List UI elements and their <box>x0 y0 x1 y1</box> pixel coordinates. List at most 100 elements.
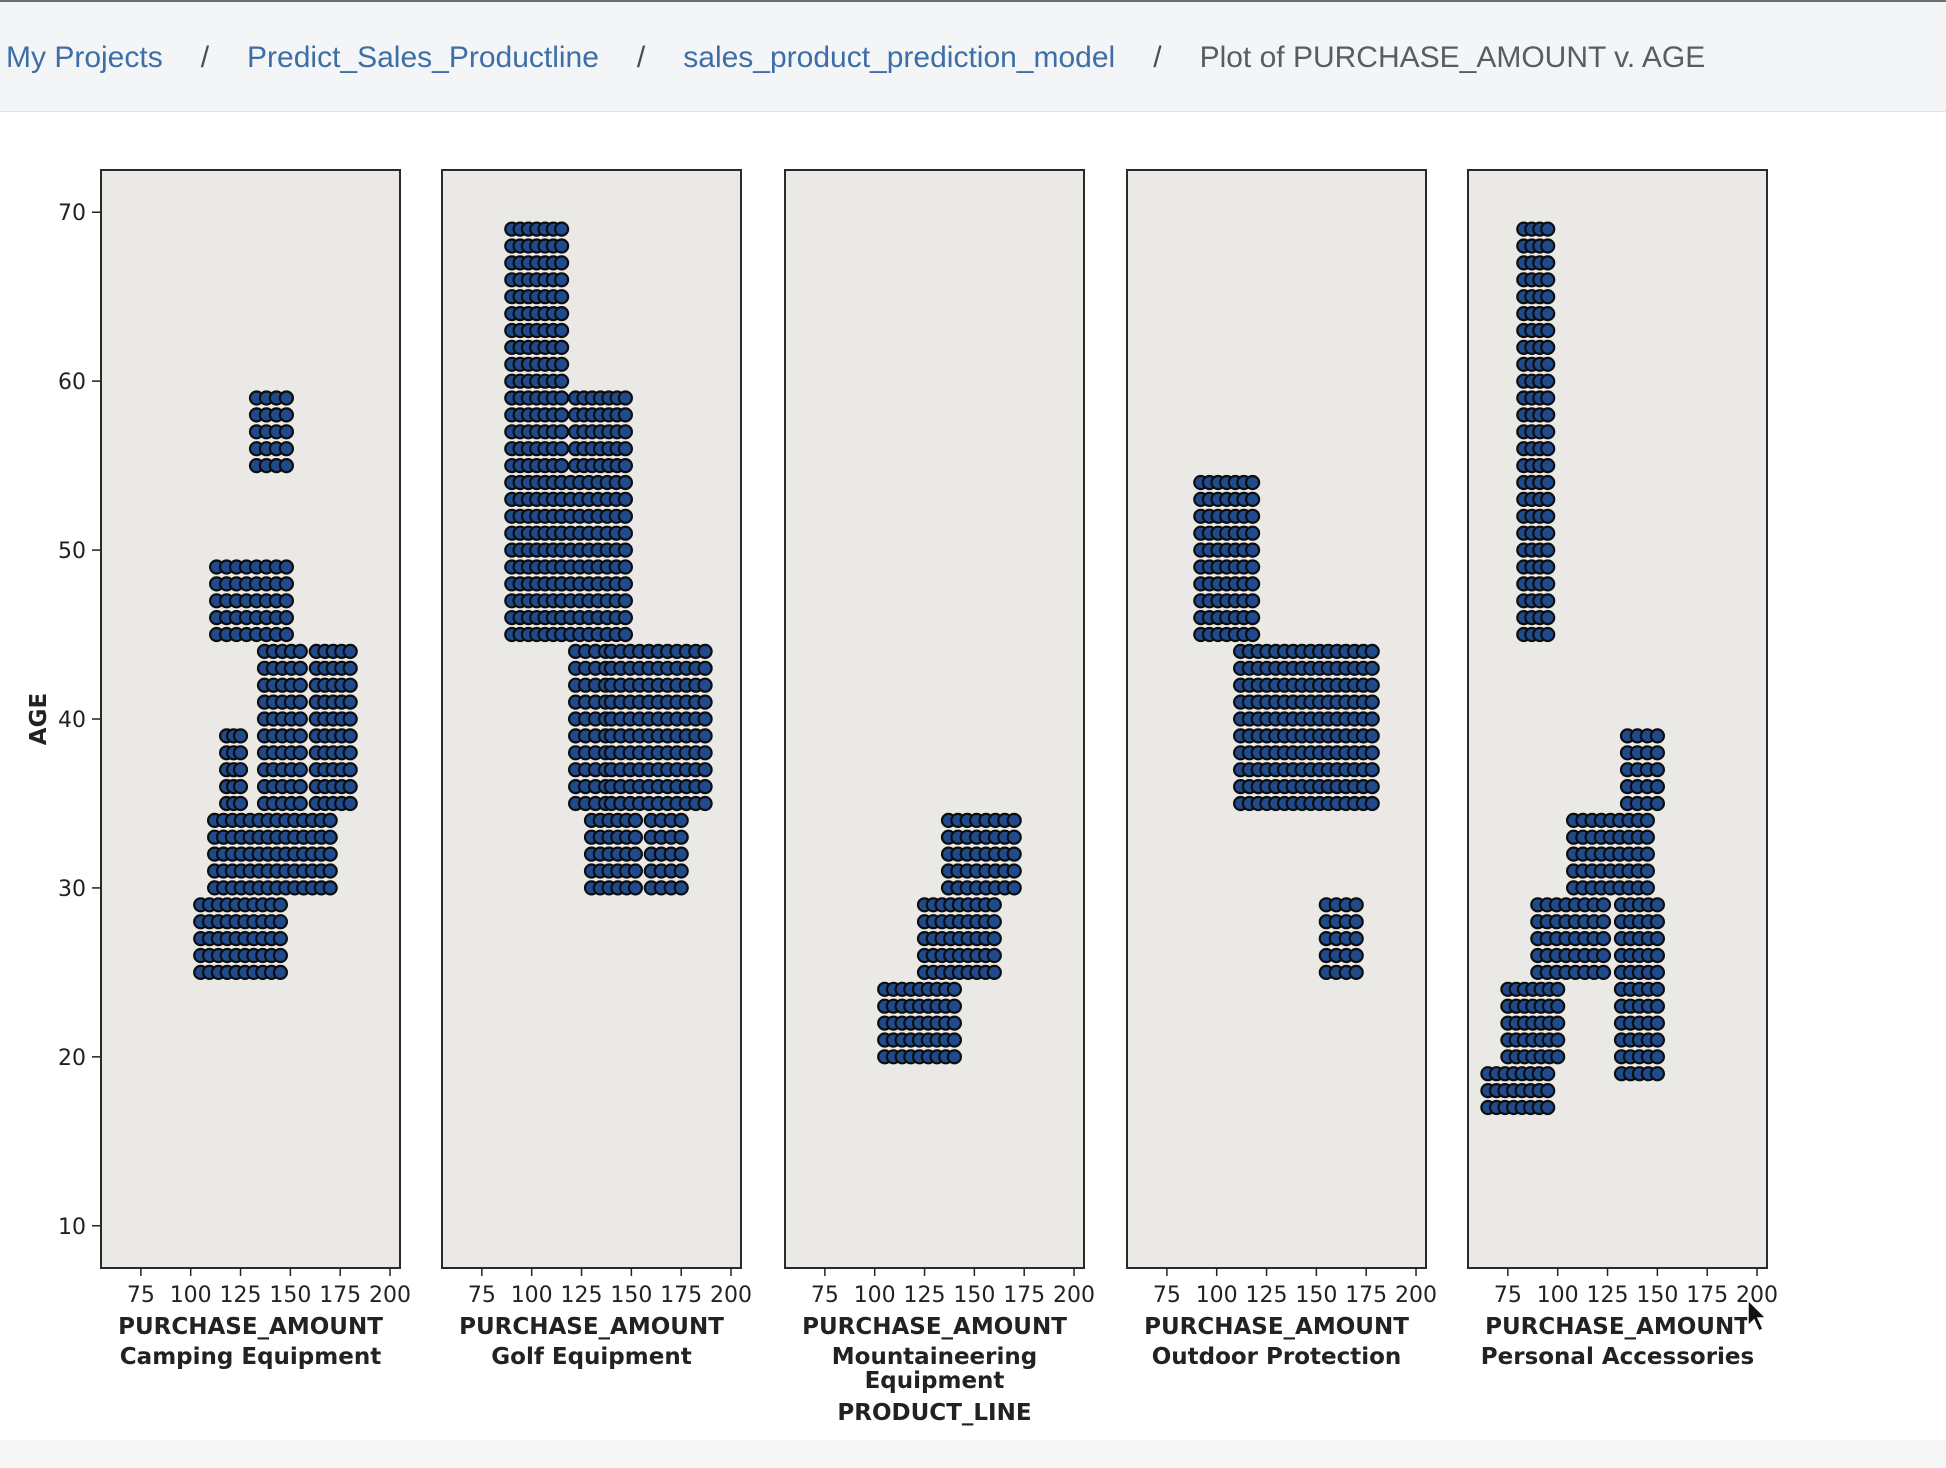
x-tick-label: 175 <box>1345 1283 1387 1308</box>
data-point <box>673 812 689 829</box>
data-point <box>946 998 963 1014</box>
data-point <box>278 458 294 474</box>
data-point <box>617 525 634 541</box>
data-point <box>1639 812 1656 829</box>
data-point <box>1649 1032 1666 1048</box>
data-point <box>617 593 634 609</box>
data-point <box>1639 829 1656 845</box>
data-point <box>1540 339 1556 355</box>
x-axis-label: PURCHASE_AMOUNT <box>802 1314 1067 1340</box>
x-tick-label: 150 <box>1295 1283 1337 1308</box>
data-point <box>1540 255 1556 271</box>
data-point <box>1364 711 1380 727</box>
data-point <box>1348 930 1364 947</box>
data-point <box>272 914 288 930</box>
breadcrumb-current-page: Plot of PURCHASE_AMOUNT v. AGE <box>1199 41 1706 74</box>
x-tick-label: 200 <box>1736 1283 1778 1308</box>
facet-category-label: Outdoor Protection <box>1152 1344 1402 1370</box>
data-point <box>617 491 634 507</box>
data-point <box>553 356 570 372</box>
data-point <box>232 745 249 761</box>
data-point <box>322 812 338 829</box>
data-point <box>278 441 294 457</box>
data-point <box>1540 373 1556 389</box>
data-point <box>342 728 358 744</box>
data-point <box>1649 1049 1666 1065</box>
data-point <box>1364 677 1380 693</box>
x-tick-label: 75 <box>811 1283 839 1308</box>
data-point <box>1540 289 1556 305</box>
data-point <box>697 711 713 727</box>
data-point <box>946 1015 963 1031</box>
breadcrumb-project[interactable]: Predict_Sales_Productline <box>247 41 599 74</box>
data-point <box>553 441 570 457</box>
bottom-strip <box>0 1440 1946 1468</box>
breadcrumb-separator: / <box>1153 41 1162 74</box>
data-point <box>946 1049 963 1065</box>
data-point <box>1649 998 1666 1014</box>
data-point <box>278 610 294 626</box>
x-tick-label: 75 <box>127 1283 155 1308</box>
data-point <box>1649 762 1666 778</box>
data-point <box>1540 626 1556 643</box>
facet-category-label: Equipment <box>865 1368 1005 1394</box>
data-point <box>342 795 358 812</box>
breadcrumb-my-projects[interactable]: My Projects <box>6 41 163 74</box>
data-point <box>1540 525 1556 541</box>
plot-area: 10 20 30 40 50 60 70 AGE 75 100 125 150 175 200 PURCHA… <box>0 112 1946 1468</box>
data-point <box>617 441 634 457</box>
data-point <box>322 863 338 879</box>
data-point <box>1540 238 1556 254</box>
data-point <box>1540 356 1556 372</box>
breadcrumb-model[interactable]: sales_product_prediction_model <box>683 41 1116 74</box>
data-point <box>342 677 358 693</box>
data-point <box>1649 795 1666 812</box>
data-point <box>673 880 689 896</box>
data-point <box>553 255 570 271</box>
x-tick-label: 100 <box>170 1283 212 1308</box>
x-tick-label: 125 <box>561 1283 603 1308</box>
data-point <box>1006 863 1022 879</box>
data-point <box>1639 863 1656 879</box>
data-point <box>1550 981 1566 997</box>
data-point <box>1364 778 1380 795</box>
data-point <box>627 812 644 829</box>
y-axis-label: AGE <box>26 693 52 745</box>
data-point <box>278 424 294 440</box>
data-point <box>1540 610 1556 626</box>
data-point <box>986 897 1002 913</box>
data-point <box>232 762 249 778</box>
x-tick-label: 200 <box>369 1283 411 1308</box>
data-point <box>1244 593 1261 609</box>
data-point <box>1550 998 1566 1014</box>
data-point <box>232 728 249 744</box>
data-point <box>697 762 713 778</box>
x-tick-label: 150 <box>953 1283 995 1308</box>
data-point <box>272 897 288 913</box>
data-point <box>1540 306 1556 322</box>
data-point <box>1649 1066 1666 1082</box>
data-point <box>292 778 308 795</box>
data-point <box>1364 694 1380 710</box>
x-tick-label: 125 <box>1246 1283 1288 1308</box>
x-tick-label: 125 <box>220 1283 262 1308</box>
y-tick-label: 40 <box>58 708 86 733</box>
x-tick-label: 75 <box>1153 1283 1181 1308</box>
data-point <box>278 626 294 643</box>
data-point <box>617 458 634 474</box>
data-point <box>292 660 308 676</box>
data-point <box>986 964 1002 981</box>
data-point <box>1649 728 1666 744</box>
data-point <box>292 694 308 710</box>
data-point <box>1540 1082 1556 1099</box>
data-point <box>1639 880 1656 896</box>
data-point <box>697 643 713 660</box>
data-point <box>1364 660 1380 676</box>
data-point <box>292 745 308 761</box>
data-point <box>342 762 358 778</box>
data-point <box>1540 322 1556 339</box>
data-point <box>1540 491 1556 507</box>
data-point <box>673 863 689 879</box>
data-point <box>1649 778 1666 795</box>
data-point <box>1639 846 1656 862</box>
